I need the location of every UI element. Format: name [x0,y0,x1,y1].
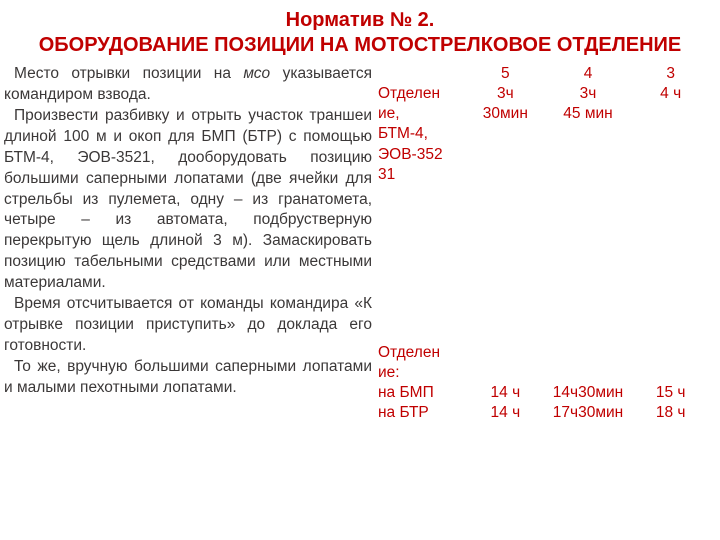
grade-5: 5 [464,64,547,84]
row2-btr: на БТР 14 ч 17ч30мин 18 ч [372,403,712,423]
p1-em: мсо [243,65,270,82]
row2-bmp-v3: 15 ч [629,383,712,403]
row2-bmp-v4: 14ч30мин [547,383,630,403]
row2-btr-v5: 14 ч [464,403,547,423]
title-line-1: Норматив № 2. [286,9,435,31]
row2-label: Отделен ие: [372,343,712,383]
row1-v5-l1: 3ч [464,84,547,104]
standards-table: 5 4 3 Отделен ие, БТМ-4, ЭОВ-352 31 3ч 3… [372,64,712,423]
row1-v4-l1: 3ч [547,84,630,104]
title-line-2: ОБОРУДОВАНИЕ ПОЗИЦИИ НА МОТОСТРЕЛКОВОЕ О… [39,34,682,56]
row1-label-l5: 31 [378,165,464,185]
row1-val-4: 3ч 45 мин [547,84,630,124]
row2-label-l2: ие: [378,363,712,383]
row2-bmp: на БМП 14 ч 14ч30мин 15 ч [372,383,712,403]
description-text: Место отрывки позиции на мсо указывается… [4,64,372,423]
slide-title: Норматив № 2. ОБОРУДОВАНИЕ ПОЗИЦИИ НА МО… [0,0,720,64]
header-spacer [372,64,464,84]
grade-3: 3 [629,64,712,84]
row-equipment: Отделен ие, БТМ-4, ЭОВ-352 31 3ч 30мин 3… [372,84,712,185]
grade-4: 4 [547,64,630,84]
paragraph-3: Время отсчитывается от команды командира… [4,294,372,357]
row1-label-l3: БТМ-4, [378,124,464,144]
grade-header-row: 5 4 3 [372,64,712,84]
row2-bmp-v5: 14 ч [464,383,547,403]
row1-val-3: 4 ч [629,84,712,104]
row1-label: Отделен ие, БТМ-4, ЭОВ-352 31 [372,84,464,185]
row1-v5-l2: 30мин [464,104,547,124]
paragraph-1: Место отрывки позиции на мсо указывается… [4,64,372,106]
row1-label-l4: ЭОВ-352 [378,145,464,165]
row2-btr-label: на БТР [372,403,464,423]
row-manual: Отделен ие: на БМП 14 ч 14ч30мин 15 ч на… [372,343,712,424]
row1-v3-l1: 4 ч [629,84,712,104]
row1-v4-l2: 45 мин [547,104,630,124]
p1-part-a: Место отрывки позиции на [14,65,243,82]
row2-bmp-label: на БМП [372,383,464,403]
row1-val-5: 3ч 30мин [464,84,547,124]
row2-btr-v4: 17ч30мин [547,403,630,423]
content-area: Место отрывки позиции на мсо указывается… [0,64,720,423]
paragraph-4: То же, вручную большими саперными лопата… [4,357,372,399]
row1-label-l1: Отделен [378,84,464,104]
paragraph-2: Произвести разбивку и отрыть участок тра… [4,106,372,294]
row2-label-l1: Отделен [378,343,712,363]
row1-label-l2: ие, [378,104,464,124]
row2-btr-v3: 18 ч [629,403,712,423]
